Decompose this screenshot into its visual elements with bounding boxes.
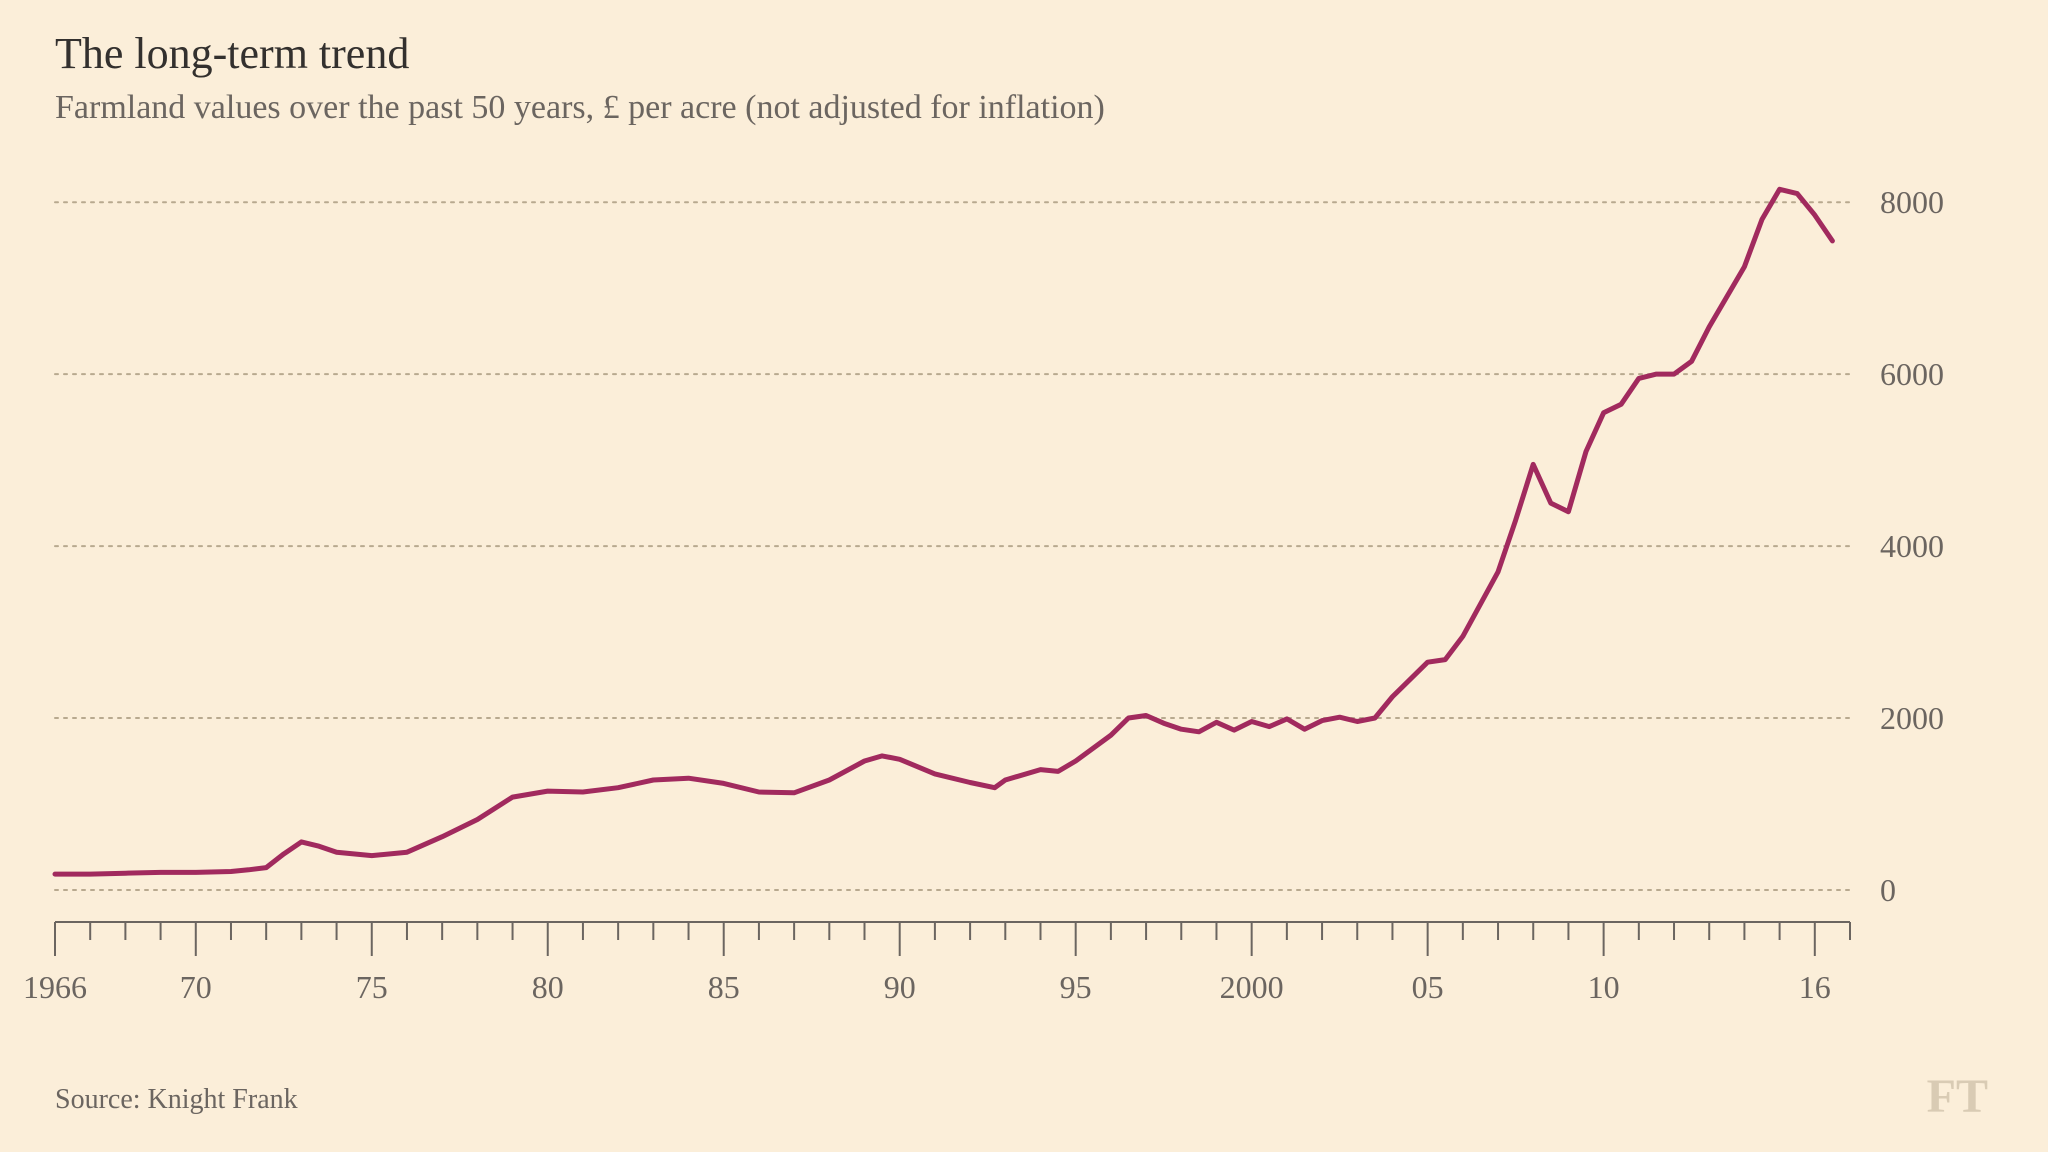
x-axis-label: 80 [532, 969, 564, 1005]
y-axis-label: 0 [1880, 872, 1896, 908]
x-axis-label: 95 [1060, 969, 1092, 1005]
x-axis-label: 16 [1799, 969, 1831, 1005]
chart-source: Source: Knight Frank [55, 1084, 298, 1115]
x-axis-label: 90 [884, 969, 916, 1005]
x-axis-label: 75 [356, 969, 388, 1005]
ft-logo: FT [1927, 1070, 1988, 1123]
chart-container: 0 2000 4000 6000 8000 1966 70 75 80 85 90 95 2000 05 1… [0, 0, 2048, 1152]
chart-title: The long-term trend [55, 29, 409, 78]
x-axis-label: 10 [1588, 969, 1620, 1005]
y-axis-label: 4000 [1880, 528, 1944, 564]
y-axis-label: 2000 [1880, 700, 1944, 736]
x-axis-label: 1966 [23, 969, 87, 1005]
chart-svg: 0 2000 4000 6000 8000 1966 70 75 80 85 90 95 2000 05 1… [0, 0, 2048, 1152]
y-axis-label: 6000 [1880, 356, 1944, 392]
x-axis-label: 2000 [1220, 969, 1284, 1005]
x-axis-label: 05 [1412, 969, 1444, 1005]
x-axis-label: 70 [180, 969, 212, 1005]
y-axis-label: 8000 [1880, 184, 1944, 220]
chart-subtitle: Farmland values over the past 50 years, … [55, 89, 1105, 126]
x-axis-label: 85 [708, 969, 740, 1005]
